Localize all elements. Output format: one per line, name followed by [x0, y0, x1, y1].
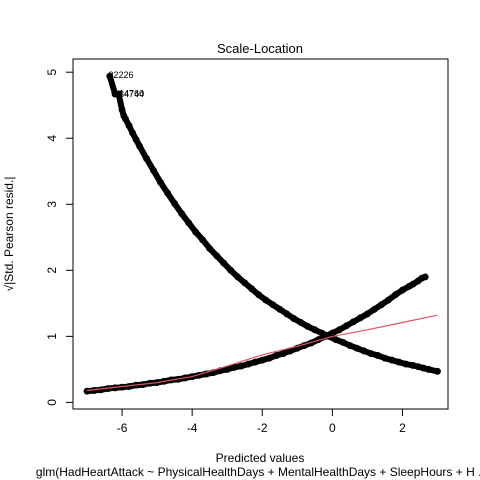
y-axis-label: √|Std. Pearson resid.| [2, 177, 16, 292]
smooth-line [86, 314, 438, 392]
model-formula-subtitle: glm(HadHeartAttack ~ PhysicalHealthDays … [36, 465, 480, 479]
chart-title: Scale-Location [217, 41, 303, 56]
point-band [106, 73, 441, 375]
point-annotation: 34744 [119, 89, 144, 99]
x-tick-label: 0 [329, 421, 336, 435]
series-1-points [106, 72, 441, 375]
data-points [83, 72, 441, 395]
smooth-layer [86, 314, 438, 392]
y-axis: 0 1 2 3 4 5 [45, 69, 74, 406]
x-axis-label: Predicted values [216, 451, 305, 465]
y-tick-label: 5 [45, 69, 59, 76]
x-tick-label: -2 [257, 421, 268, 435]
y-tick-label: 3 [45, 201, 59, 208]
y-tick-label: 0 [45, 399, 59, 406]
y-tick-label: 1 [45, 333, 59, 340]
point-annotation: 14760 [119, 88, 144, 98]
x-tick-label: -6 [117, 421, 128, 435]
x-tick-label: -4 [187, 421, 198, 435]
y-tick-label: 4 [45, 135, 59, 142]
x-tick-label: 2 [399, 421, 406, 435]
x-axis: -6 -4 -2 0 2 [117, 408, 406, 435]
point-annotation: 32226 [109, 70, 134, 80]
plot-frame [72, 58, 449, 410]
y-tick-label: 2 [45, 267, 59, 274]
